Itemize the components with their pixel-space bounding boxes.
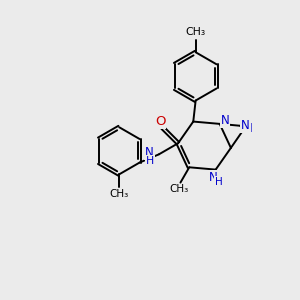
Text: O: O xyxy=(155,115,165,128)
Text: CH₃: CH₃ xyxy=(110,189,129,199)
Text: H: H xyxy=(215,177,223,187)
Text: N: N xyxy=(241,119,250,132)
Text: N: N xyxy=(244,122,252,135)
Text: N: N xyxy=(220,114,229,127)
Text: N: N xyxy=(145,146,154,159)
Text: CH₃: CH₃ xyxy=(186,27,206,37)
Text: H: H xyxy=(146,156,154,166)
Text: CH₃: CH₃ xyxy=(169,184,189,194)
Text: N: N xyxy=(209,171,218,184)
